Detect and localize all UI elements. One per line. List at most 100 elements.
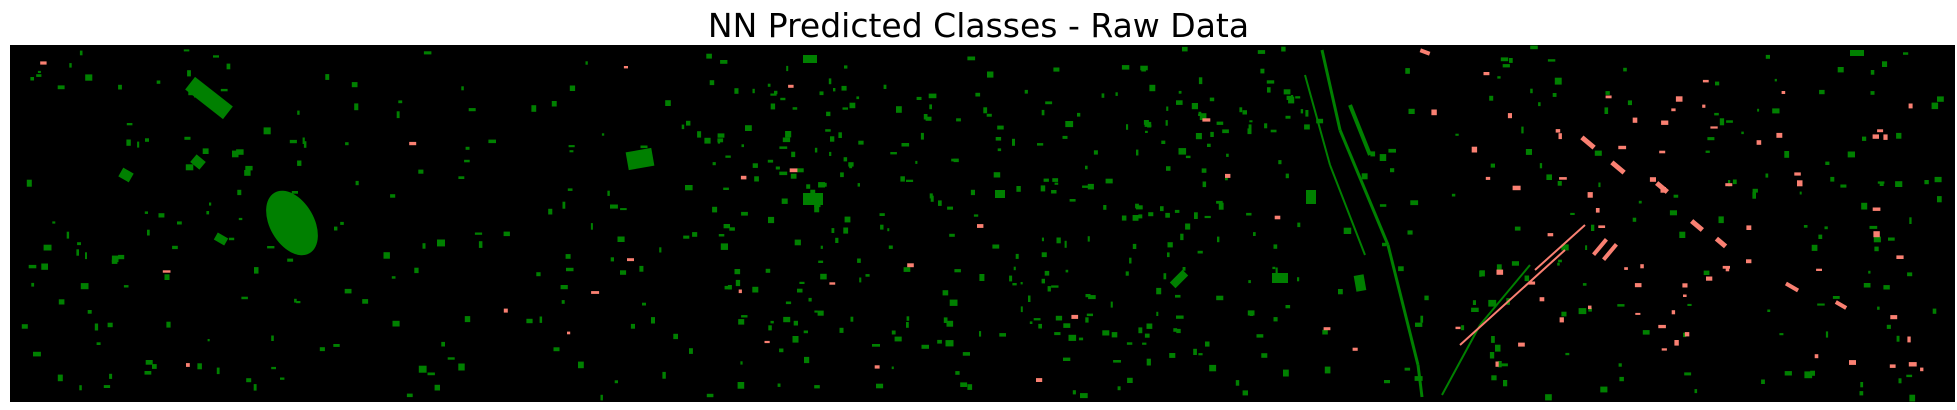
map-region <box>793 320 798 326</box>
map-region <box>737 382 745 389</box>
map-region <box>783 316 791 323</box>
map-region <box>1500 363 1508 367</box>
map-region <box>1558 133 1562 140</box>
map-region <box>1390 168 1395 173</box>
map-region <box>1420 315 1424 323</box>
map-region <box>662 371 666 379</box>
map-region <box>1779 333 1784 336</box>
map-region <box>144 211 148 214</box>
map-region <box>1352 347 1358 351</box>
map-region <box>814 385 820 389</box>
map-region <box>1015 253 1019 259</box>
map-region <box>177 221 182 225</box>
map-region <box>1898 378 1902 384</box>
map-region <box>1605 95 1612 99</box>
map-region <box>266 190 318 256</box>
map-region <box>1906 374 1913 378</box>
map-region <box>184 136 191 140</box>
map-region <box>835 237 839 243</box>
map-region <box>1054 332 1061 336</box>
map-region <box>1503 380 1508 387</box>
map-region <box>85 74 93 81</box>
map-region <box>724 285 729 290</box>
map-region <box>1830 176 1835 182</box>
map-region <box>461 86 464 91</box>
map-region <box>1491 336 1495 343</box>
map-region <box>561 300 565 304</box>
map-region <box>156 80 161 84</box>
map-region <box>1890 315 1898 320</box>
map-region <box>1283 369 1289 377</box>
map-region <box>706 53 712 59</box>
map-region <box>1286 95 1292 100</box>
map-region <box>1040 185 1046 192</box>
map-region <box>839 327 844 333</box>
map-region <box>706 393 714 398</box>
map-region <box>568 145 575 148</box>
map-region <box>1565 352 1570 356</box>
map-region <box>993 172 1001 178</box>
map-region <box>183 49 190 52</box>
map-region <box>1142 342 1147 345</box>
map-region <box>1824 226 1828 230</box>
map-region <box>1016 186 1021 192</box>
map-region <box>620 270 627 275</box>
map-region <box>567 188 573 191</box>
map-region <box>1539 163 1543 169</box>
map-region <box>1085 317 1089 323</box>
map-region <box>1580 135 1596 150</box>
map-region <box>57 85 65 90</box>
map-region <box>1521 126 1524 134</box>
map-region <box>828 78 832 85</box>
map-region <box>87 310 92 314</box>
map-region <box>213 232 229 246</box>
map-region <box>1690 219 1704 232</box>
map-region <box>1361 173 1368 180</box>
map-region <box>820 273 827 280</box>
map-region <box>1175 294 1181 298</box>
map-region <box>779 146 788 149</box>
map-region <box>118 84 122 90</box>
map-region <box>267 246 275 249</box>
map-region <box>41 263 48 270</box>
map-region <box>1497 361 1502 368</box>
map-region <box>1889 364 1896 368</box>
map-linear-region <box>1459 249 1566 346</box>
map-region <box>28 264 37 269</box>
map-region <box>1020 306 1023 313</box>
map-region <box>1028 295 1031 302</box>
map-region <box>1726 120 1733 123</box>
map-region <box>874 365 880 369</box>
map-region <box>291 191 298 194</box>
map-region <box>808 297 812 302</box>
map-region <box>788 84 794 88</box>
map-region <box>814 147 818 153</box>
map-region <box>126 123 133 126</box>
map-region <box>741 144 744 148</box>
map-region <box>627 258 634 262</box>
map-region <box>1877 306 1880 310</box>
map-region <box>1043 178 1049 182</box>
map-region <box>1705 150 1710 153</box>
map-region <box>1103 205 1107 210</box>
map-region <box>1895 181 1903 187</box>
map-region <box>770 93 777 96</box>
map-region <box>723 224 730 229</box>
map-region <box>1707 137 1715 141</box>
map-region <box>1053 67 1060 72</box>
map-region <box>287 258 294 262</box>
map-region <box>817 310 824 316</box>
map-region <box>1126 124 1129 130</box>
map-region <box>1217 236 1220 243</box>
map-region <box>1640 264 1644 269</box>
map-region <box>1306 190 1316 204</box>
map-region <box>955 371 960 375</box>
map-region <box>1485 176 1491 180</box>
map-region <box>1495 344 1501 352</box>
map-region <box>1305 110 1309 117</box>
map-region <box>1623 67 1627 72</box>
map-region <box>767 83 771 87</box>
map-region <box>1242 390 1248 396</box>
map-region <box>1679 231 1686 238</box>
map-region <box>814 310 818 313</box>
